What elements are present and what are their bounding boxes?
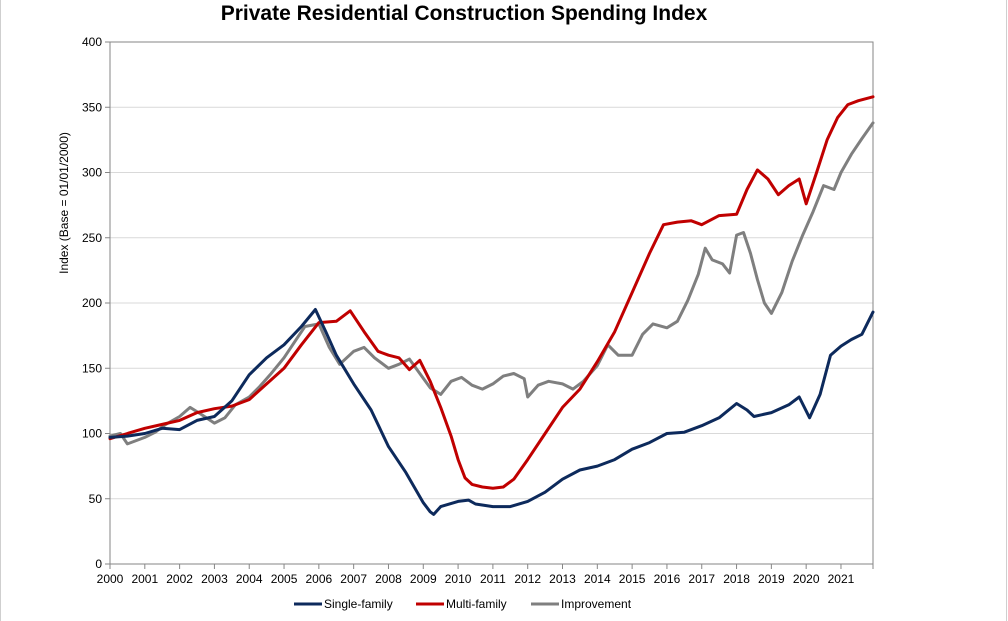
- y-tick-label: 400: [82, 35, 102, 49]
- x-tick-label: 2005: [271, 572, 298, 586]
- frame-left-border: [0, 0, 1, 621]
- x-tick-label: 2015: [619, 572, 646, 586]
- legend-label: Improvement: [561, 597, 632, 611]
- x-tick-label: 2009: [410, 572, 437, 586]
- x-tick-label: 2018: [723, 572, 750, 586]
- y-tick-label: 50: [89, 492, 103, 506]
- y-tick-label: 200: [82, 296, 102, 310]
- gridlines: [110, 106, 873, 500]
- x-tick-label: 2008: [375, 572, 402, 586]
- y-axis-ticks: 0 50 100 150 200 250 300 350 400: [82, 35, 110, 571]
- x-tick-label: 2017: [688, 572, 715, 586]
- series-line-multi-family: [108, 95, 875, 490]
- y-tick-label: 150: [82, 361, 102, 375]
- x-tick-label: 2019: [758, 572, 785, 586]
- x-tick-label: 2002: [166, 572, 193, 586]
- x-tick-label: 2016: [654, 572, 681, 586]
- x-tick-label: 2007: [340, 572, 367, 586]
- y-tick-label: 300: [82, 166, 102, 180]
- chart-title: Private Residential Construction Spendin…: [220, 2, 708, 25]
- y-axis-label: Index (Base = 01/01/2000): [57, 132, 71, 274]
- y-tick-label: 0: [95, 557, 102, 571]
- series-lines: [108, 95, 875, 516]
- x-tick-label: 2021: [828, 572, 855, 586]
- x-tick-label: 2012: [514, 572, 541, 586]
- legend: Single-family Multi-family Improvement: [294, 597, 632, 611]
- legend-label: Multi-family: [446, 597, 507, 611]
- x-tick-label: 2020: [793, 572, 820, 586]
- x-tick-label: 2010: [445, 572, 472, 586]
- frame-right-border: [1006, 0, 1007, 621]
- x-tick-label: 2001: [131, 572, 158, 586]
- x-tick-label: 2006: [305, 572, 332, 586]
- x-tick-label: 2014: [584, 572, 611, 586]
- legend-label: Single-family: [324, 597, 393, 611]
- y-tick-label: 350: [82, 100, 102, 114]
- x-axis-ticks: 2000 2001 2002 2003 2004 2005 2006 2007 2008 2009…: [97, 564, 874, 586]
- x-tick-label: 2000: [97, 572, 124, 586]
- x-tick-label: 2004: [236, 572, 263, 586]
- x-tick-label: 2011: [480, 572, 506, 586]
- y-tick-label: 250: [82, 231, 102, 245]
- series-line-single-family: [108, 308, 875, 516]
- x-tick-label: 2003: [201, 572, 228, 586]
- x-tick-label: 2013: [549, 572, 576, 586]
- y-tick-label: 100: [82, 427, 102, 441]
